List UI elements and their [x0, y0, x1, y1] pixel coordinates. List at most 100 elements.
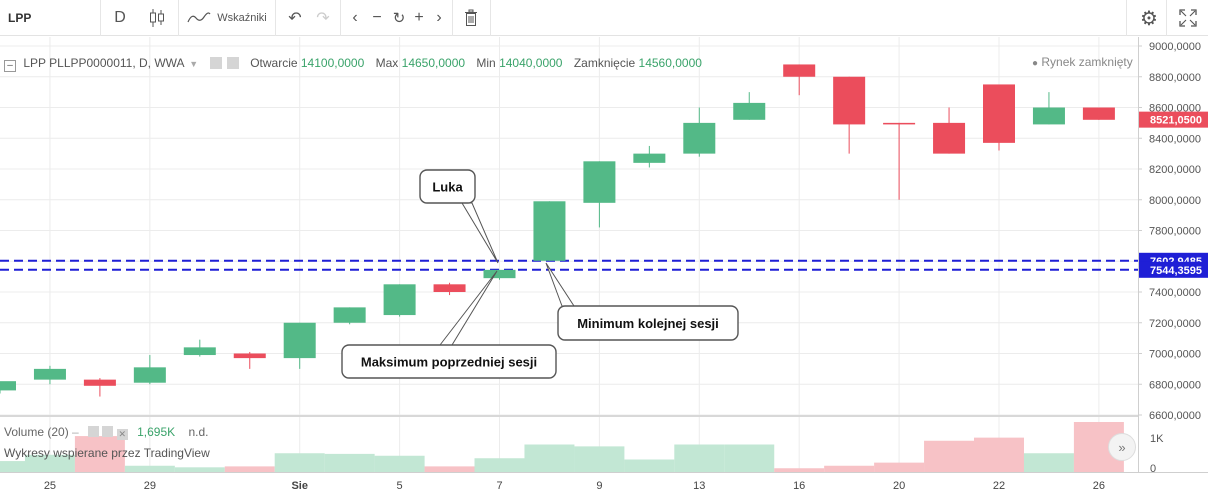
candle-body [33, 368, 66, 380]
callout-text: Luka [432, 180, 463, 195]
candle-body [183, 347, 216, 356]
volume-eye-icon[interactable] [88, 426, 100, 437]
settings-small-icon[interactable] [226, 57, 239, 69]
callout-pointer [438, 270, 498, 346]
annotations[interactable]: Luka Minimum kolejnej sesji Maksimum poprz… [341, 169, 739, 379]
market-status-label: Rynek zamknięty [1041, 55, 1133, 69]
price-tick-label: 6800,0000 [1149, 379, 1201, 391]
fullscreen-button[interactable] [1172, 0, 1204, 36]
scroll-left-button[interactable]: ‹ [344, 0, 366, 36]
chart-style-button[interactable] [140, 0, 174, 36]
time-tick-label: 22 [993, 480, 1005, 492]
toolbar-separator [1126, 0, 1127, 36]
candle-body [983, 84, 1015, 143]
undo-button[interactable]: ↶ [282, 0, 308, 36]
candle-body [383, 284, 416, 316]
settings-button[interactable]: ⚙ [1134, 0, 1164, 36]
volume-bar [774, 468, 825, 472]
price-axis[interactable]: 9000,0000 8800,0000 8600,0000 8400,0000 8200… [1138, 41, 1208, 475]
price-tick-label: 6600,0000 [1149, 410, 1201, 422]
volume-close-icon[interactable]: ✕ [116, 429, 128, 440]
fullscreen-icon [1179, 9, 1197, 27]
price-tick-label: 8400,0000 [1149, 133, 1201, 145]
volume-collapse-icon[interactable]: – [72, 425, 79, 439]
volume-tick-label: 1K [1150, 433, 1164, 445]
refresh-icon: ↻ [392, 10, 406, 27]
callout-box [341, 344, 557, 379]
candle-body [283, 322, 316, 359]
level-lines[interactable] [0, 259, 1138, 271]
time-axis[interactable]: 25 29 Sie 5 7 9 13 16 20 22 26 [44, 480, 1105, 492]
candle-body [83, 379, 116, 386]
toolbar-separator [340, 0, 341, 36]
legend-title: LPP PLLPP0000011, D, WWA [23, 56, 184, 70]
pane-separator[interactable] [0, 415, 1138, 417]
scroll-right-button[interactable]: › [428, 0, 450, 36]
time-tick-label: 29 [144, 480, 156, 492]
time-tick-label: 9 [596, 480, 602, 492]
price-tick-label: 8200,0000 [1149, 164, 1201, 176]
toolbar-separator [1166, 0, 1167, 36]
volume-bar [624, 459, 675, 472]
time-tick-label: 13 [693, 480, 705, 492]
candle-body [1032, 107, 1065, 125]
callout-pointer [461, 202, 499, 264]
volume-value: 1,695K [137, 425, 176, 439]
symbol-search-button[interactable]: LPP [0, 0, 108, 36]
volume-bar [524, 444, 575, 472]
indicators-button[interactable]: Wskaźniki [184, 0, 270, 36]
tradingview-credit[interactable]: Wykresy wspierane przez TradingView [4, 446, 210, 460]
candle [1082, 107, 1115, 120]
redo-button[interactable]: ↷ [310, 0, 336, 36]
time-tick-label: 26 [1093, 480, 1105, 492]
candle-body [533, 201, 566, 261]
interval-button[interactable]: D [104, 0, 136, 36]
undo-icon: ↶ [288, 10, 302, 27]
candle-body [0, 381, 16, 391]
annotation-gap[interactable]: Luka [419, 169, 499, 264]
candle-body [233, 353, 266, 359]
remove-drawings-button[interactable] [456, 0, 486, 36]
candle [533, 201, 566, 261]
volume-bar [224, 466, 275, 472]
double-chevron-right-icon: » [1118, 439, 1126, 455]
collapse-icon[interactable]: – [4, 60, 16, 72]
min-value: 14040,0000 [499, 56, 563, 70]
candle-body [783, 64, 816, 77]
toolbar-separator [100, 0, 101, 36]
volume-settings-icon[interactable] [102, 426, 114, 437]
candle-body [883, 122, 916, 125]
annotation-prev-max[interactable]: Maksimum poprzedniej sesji [341, 270, 557, 379]
candle [783, 64, 816, 96]
candlestick-chart[interactable]: Luka Minimum kolejnej sesji Maksimum poprz… [0, 37, 1208, 493]
time-tick-label: 25 [44, 480, 56, 492]
zoom-out-button[interactable]: − [366, 0, 388, 36]
candle [83, 378, 116, 397]
volume-bar [74, 436, 125, 472]
open-label: Otwarcie [250, 56, 298, 70]
scroll-to-realtime-button[interactable]: » [1108, 433, 1136, 461]
chart-grid [0, 37, 1208, 473]
volume-nd: n.d. [188, 425, 209, 439]
toolbar-separator [178, 0, 179, 36]
legend-dropdown-icon[interactable]: ▼ [189, 59, 199, 69]
last-price-badge [1139, 111, 1208, 128]
candle [633, 145, 666, 168]
toolbar-separator [275, 0, 276, 36]
chevron-right-icon: › [436, 9, 442, 26]
time-tick-label: 20 [893, 480, 905, 492]
volume-bar [124, 465, 175, 472]
reset-button[interactable]: ↻ [388, 0, 410, 36]
candle-body [683, 122, 716, 154]
callout-box [419, 169, 476, 204]
annotation-next-min[interactable]: Minimum kolejnej sesji [545, 262, 739, 341]
zoom-in-button[interactable]: + [408, 0, 430, 36]
toolbar-separator [452, 0, 453, 36]
volume-bar [374, 455, 425, 472]
price-tick-label: 7000,0000 [1149, 349, 1201, 361]
volume-bar [274, 453, 325, 472]
volume-bar [24, 454, 75, 472]
indicators-label: Wskaźniki [217, 12, 267, 24]
eye-icon[interactable] [209, 57, 222, 69]
candle-body [633, 153, 666, 163]
